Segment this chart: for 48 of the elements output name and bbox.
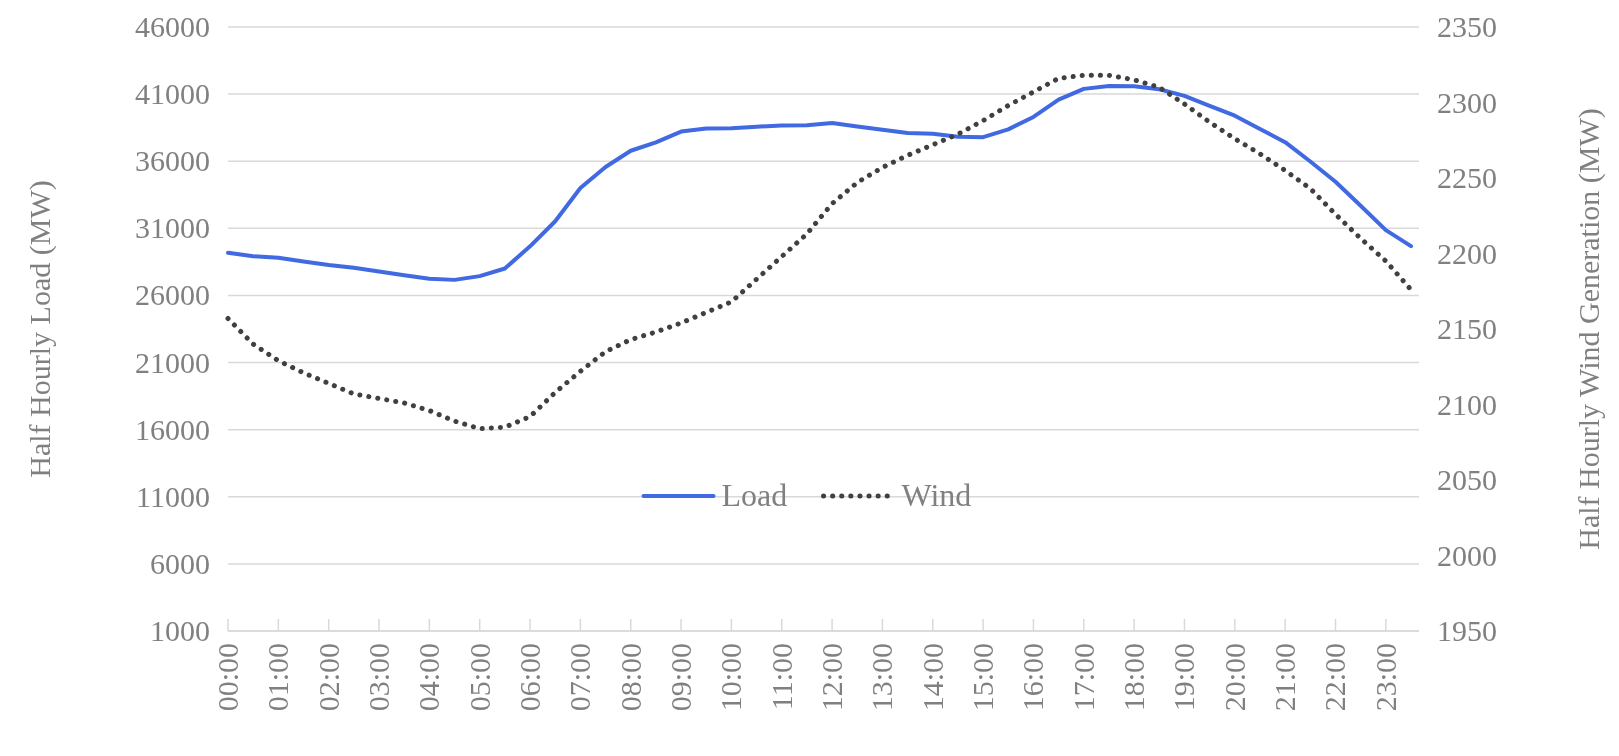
y-tick-label: 36000 xyxy=(135,144,210,178)
x-tick-label: 16:00 xyxy=(1016,643,1050,712)
legend-label: Load xyxy=(721,477,788,513)
x-tick-label: 19:00 xyxy=(1167,643,1201,712)
y-tick-label: 11000 xyxy=(136,479,210,513)
x-tick-label: 21:00 xyxy=(1268,643,1302,712)
y2-tick-label: 2000 xyxy=(1437,538,1497,572)
x-tick-label: 17:00 xyxy=(1066,643,1100,712)
y-tick-label: 41000 xyxy=(135,77,210,111)
y2-tick-label: 2300 xyxy=(1437,85,1497,119)
y2-tick-label: 2200 xyxy=(1437,236,1497,270)
x-tick-label: 02:00 xyxy=(311,643,345,712)
y-tick-label: 16000 xyxy=(135,412,210,446)
x-tick-label: 07:00 xyxy=(563,643,597,712)
x-tick-label: 10:00 xyxy=(714,643,748,712)
x-tick-label: 23:00 xyxy=(1368,643,1402,712)
x-tick-label: 15:00 xyxy=(966,643,1000,712)
y2-tick-label: 2250 xyxy=(1437,161,1497,194)
x-tick-label: 09:00 xyxy=(664,643,698,712)
x-tick-label: 04:00 xyxy=(412,643,446,712)
y-tick-label: 6000 xyxy=(150,546,210,580)
x-tick-label: 12:00 xyxy=(815,643,849,712)
legend-label: Wind xyxy=(901,477,972,513)
x-tick-label: 13:00 xyxy=(865,643,899,712)
y2-axis-title: Half Hourly Wind Generation (MW) xyxy=(1572,108,1606,550)
y2-tick-label: 2050 xyxy=(1437,463,1497,496)
x-tick-label: 18:00 xyxy=(1117,643,1151,712)
y2-tick-label: 2150 xyxy=(1437,312,1497,345)
x-tick-label: 06:00 xyxy=(513,643,547,712)
x-tick-label: 08:00 xyxy=(613,643,647,712)
y-axis-title: Half Hourly Load (MW) xyxy=(23,180,57,478)
y-tick-label: 1000 xyxy=(150,614,210,647)
y2-tick-label: 2350 xyxy=(1437,10,1497,43)
y-tick-label: 26000 xyxy=(135,278,210,312)
x-tick-label: 01:00 xyxy=(261,643,295,712)
line-series xyxy=(226,83,1413,282)
y2-tick-label: 1950 xyxy=(1437,614,1497,647)
y-tick-label: 31000 xyxy=(135,211,210,245)
x-tick-label: 14:00 xyxy=(915,643,949,712)
x-tick-label: 00:00 xyxy=(211,643,244,712)
x-tick-label: 11:00 xyxy=(764,643,798,711)
y-tick-label: 21000 xyxy=(135,345,210,379)
y-tick-label: 46000 xyxy=(135,10,210,43)
y2-tick-label: 2100 xyxy=(1437,387,1497,421)
x-tick-label: 22:00 xyxy=(1318,643,1352,712)
x-tick-label: 05:00 xyxy=(462,643,496,712)
x-tick-label: 20:00 xyxy=(1217,643,1251,712)
x-tick-label: 03:00 xyxy=(362,643,396,712)
